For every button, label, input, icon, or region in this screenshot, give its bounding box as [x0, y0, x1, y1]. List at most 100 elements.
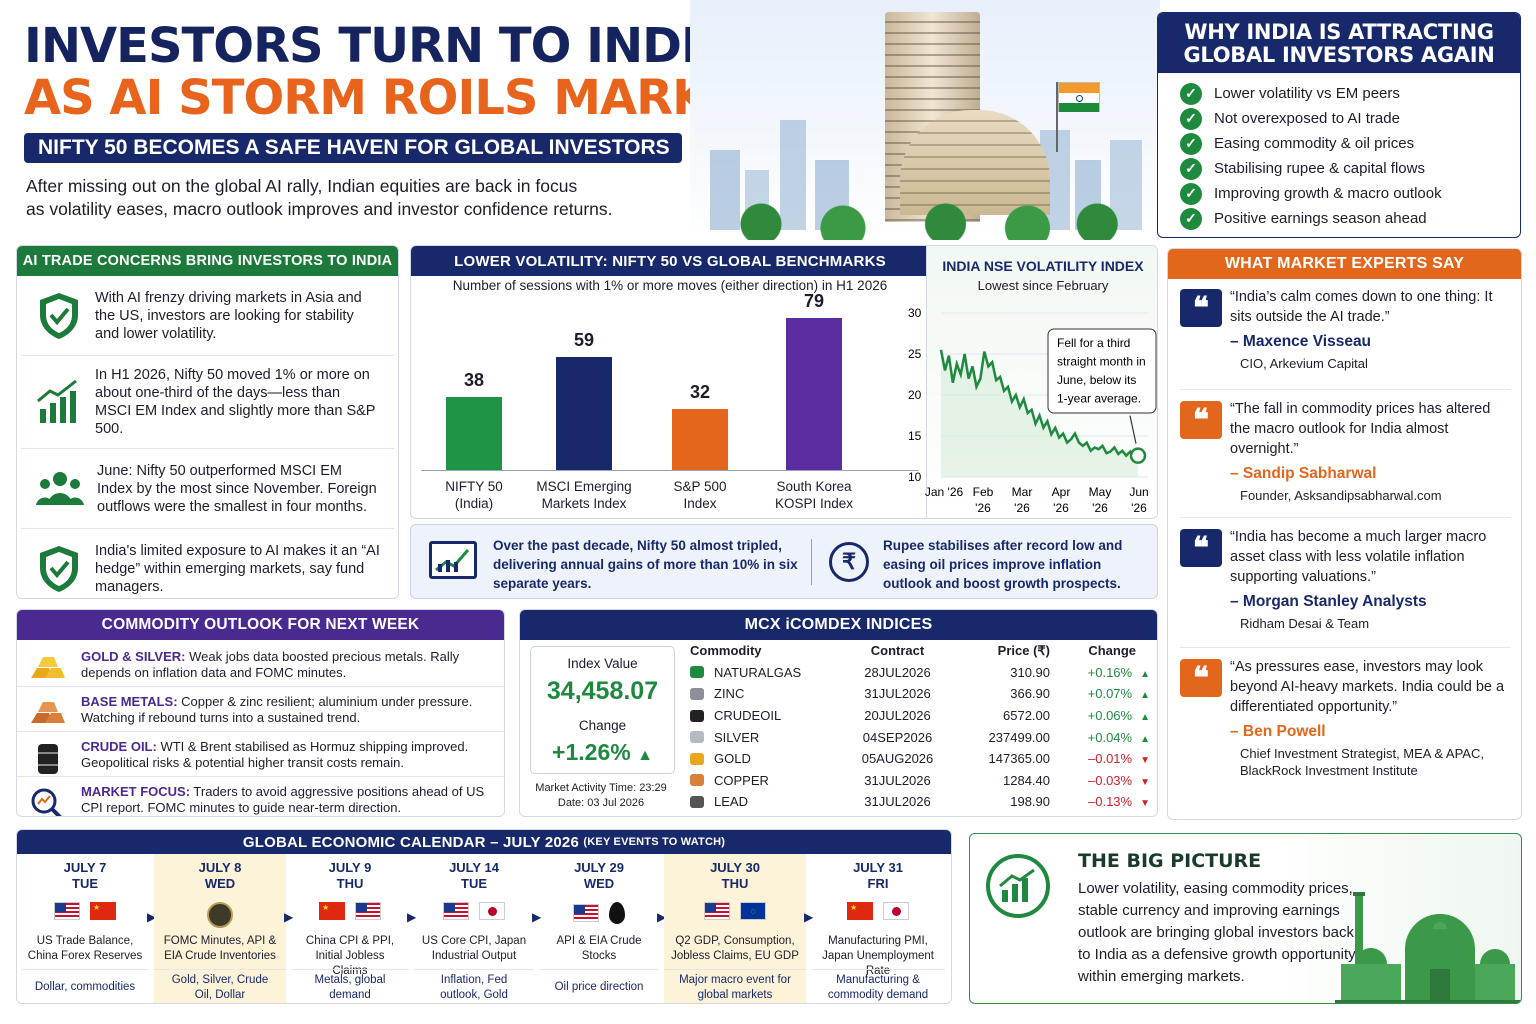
- calendar-dow: THU: [721, 876, 749, 891]
- index-value-box: Index Value 34,458.07 Change +1.26% ▲: [530, 646, 675, 774]
- quote-author: – Ben Powell: [1230, 723, 1326, 740]
- vix-title: INDIA NSE VOLATILITY INDEX: [942, 258, 1144, 274]
- contract: 28JUL2026: [864, 664, 931, 680]
- us-flag-icon: [49, 902, 85, 920]
- vix-subtitle: Lowest since February: [977, 278, 1109, 293]
- change: –0.03%: [1088, 772, 1133, 788]
- check-icon: ✓: [1180, 132, 1202, 155]
- calendar-event: Q2 GDP, Consumption, Jobless Claims, EU …: [671, 935, 799, 962]
- cn-flag-icon: ★: [314, 902, 350, 920]
- commodity-icon: [690, 752, 704, 765]
- monuments-illustration: [1335, 892, 1520, 1003]
- quote-role: Founder, Asksandipsabharwal.com: [1240, 488, 1442, 503]
- big-picture-title: THE BIG PICTURE: [1078, 850, 1262, 872]
- subtitle-text: NIFTY 50 BECOMES A SAFE HAVEN FOR GLOBAL…: [38, 136, 670, 159]
- shield-check-icon: [35, 545, 83, 593]
- quote-text: “The fall in commodity prices has altere…: [1230, 401, 1491, 457]
- headline-line1: INVESTORS TURN TO INDIA: [24, 18, 735, 74]
- calendar-date: JULY 29: [574, 860, 624, 875]
- chevron-right-icon: ▶: [284, 910, 294, 924]
- annotation-text: June, below its: [1057, 373, 1136, 387]
- annotation-text: 1-year average.: [1057, 392, 1141, 406]
- us-flag-icon: [699, 902, 735, 920]
- bar-value-label: 59: [573, 329, 595, 350]
- gold-bars-icon: [29, 648, 69, 680]
- activity-date: Date: 03 Jul 2026: [557, 797, 645, 809]
- volatility-panel: LOWER VOLATILITY: NIFTY 50 VS GLOBAL BEN…: [410, 245, 1158, 519]
- change: +0.16%: [1087, 664, 1133, 680]
- calendar-day: JULY 30 THU ◌ Q2 GDP, Consumption, Jobless …: [664, 854, 806, 1003]
- commodity-label: CRUDE OIL:: [81, 739, 157, 754]
- why-item: ✓ Easing commodity & oil prices: [1158, 131, 1520, 156]
- rupee-icon: ₹: [829, 542, 869, 582]
- eu-flag-icon: ◌: [735, 902, 771, 920]
- x-tick-label: Mar: [1012, 485, 1033, 499]
- calendar-flags: ★: [21, 902, 149, 928]
- monitor-chart-icon: [429, 541, 477, 579]
- calendar-impact: Manufacturing & commodity demand: [811, 969, 945, 1003]
- why-item: ✓ Positive earnings season ahead: [1158, 206, 1520, 231]
- us-flag-icon: [568, 904, 604, 922]
- why-india-panel: WHY INDIA IS ATTRACTING GLOBAL INVESTORS…: [1157, 12, 1521, 238]
- ai-trade-item: In H1 2026, Nifty 50 moved 1% or more on…: [21, 356, 394, 449]
- calendar-date: JULY 8: [198, 860, 242, 875]
- headline-line2: AS AI STORM ROILS MARKETS: [24, 70, 806, 126]
- vix-area: [941, 349, 1138, 477]
- calendar-panel: GLOBAL ECONOMIC CALENDAR – JULY 2026 (KE…: [16, 829, 952, 1004]
- mcx-row: NATURALGAS 28JUL2026 310.90 +0.16% ▲: [690, 662, 1157, 684]
- why-item-text: Lower volatility vs EM peers: [1214, 85, 1400, 102]
- subtitle-banner: NIFTY 50 BECOMES A SAFE HAVEN FOR GLOBAL…: [24, 133, 682, 163]
- why-india-title: WHY INDIA IS ATTRACTING GLOBAL INVESTORS…: [1158, 13, 1520, 73]
- expert-quote: ❝ “The fall in commodity prices has alter…: [1180, 399, 1511, 518]
- facts-strip: Over the past decade, Nifty 50 almost tr…: [410, 524, 1158, 599]
- quote-text: “As pressures ease, investors may look b…: [1230, 659, 1505, 715]
- price: 198.90: [1010, 794, 1050, 810]
- calendar-impact: Metals, global demand: [291, 969, 409, 1003]
- commodity-icon: [690, 731, 704, 744]
- calendar-event: Manufacturing PMI, Japan Unemployment Ra…: [822, 935, 934, 977]
- calendar-dow: THU: [336, 876, 364, 891]
- change: +0.04%: [1087, 729, 1133, 745]
- price: 1284.40: [1003, 772, 1050, 788]
- why-item: ✓ Improving growth & macro outlook: [1158, 181, 1520, 206]
- change-label: Change: [578, 718, 627, 733]
- calendar-flags: ★: [291, 902, 409, 928]
- price: 310.90: [1010, 664, 1050, 680]
- shield-check-icon: [35, 292, 83, 340]
- bar-value-label: 79: [803, 291, 825, 312]
- change: +0.07%: [1087, 686, 1133, 702]
- calendar-day: JULY 31 FRI ★ Manufacturing PMI, Japan Unem…: [811, 854, 945, 1003]
- check-icon: ✓: [1180, 107, 1202, 130]
- ai-trade-title: AI TRADE CONCERNS BRING INVESTORS TO IND…: [17, 246, 398, 276]
- calendar-date: JULY 31: [853, 860, 903, 875]
- x-tick-label: '26: [1053, 501, 1069, 515]
- check-icon: ✓: [1180, 182, 1202, 205]
- divider: [1180, 389, 1511, 390]
- expert-quote: ❝ “India’s calm comes down to one thing: …: [1180, 287, 1511, 390]
- down-arrow-icon: ▼: [1140, 755, 1150, 767]
- calendar-day: JULY 8 WED FOMC Minutes, API & EIA Crude I…: [154, 854, 286, 1003]
- x-tick-label: Feb: [973, 485, 994, 499]
- calendar-dow: TUE: [461, 876, 487, 891]
- calendar-day: JULY 14 TUE US Core CPI, Japan Industrial …: [414, 854, 534, 1003]
- contract: 31JUL2026: [864, 686, 931, 702]
- why-item: ✓ Stabilising rupee & capital flows: [1158, 156, 1520, 181]
- commodity-item: MARKET FOCUS: Traders to avoid aggressiv…: [17, 777, 504, 816]
- commodity-label: BASE METALS:: [81, 694, 178, 709]
- calendar-note: (KEY EVENTS TO WATCH): [583, 836, 726, 848]
- experts-title: WHAT MARKET EXPERTS SAY: [1168, 249, 1521, 279]
- calendar-impact: Inflation, Fed outlook, Gold: [414, 969, 534, 1003]
- us-flag-icon: [438, 902, 474, 920]
- quote-role: Ridham Desai & Team: [1240, 616, 1370, 631]
- commodity-name: COPPER: [714, 772, 769, 788]
- oil-flag-icon: [604, 902, 630, 924]
- quote-role: CIO, Arkevium Capital: [1240, 356, 1368, 371]
- jp-flag-icon: [878, 902, 914, 920]
- up-arrow-icon: ▲: [1140, 733, 1150, 745]
- why-item-text: Improving growth & macro outlook: [1214, 185, 1442, 202]
- mcx-row: SILVER 04SEP2026 237499.00 +0.04% ▲: [690, 726, 1157, 748]
- calendar-dow: WED: [583, 876, 615, 891]
- contract: 04SEP2026: [862, 729, 933, 745]
- down-arrow-icon: ▼: [1140, 776, 1150, 788]
- calendar-date: JULY 9: [328, 860, 372, 875]
